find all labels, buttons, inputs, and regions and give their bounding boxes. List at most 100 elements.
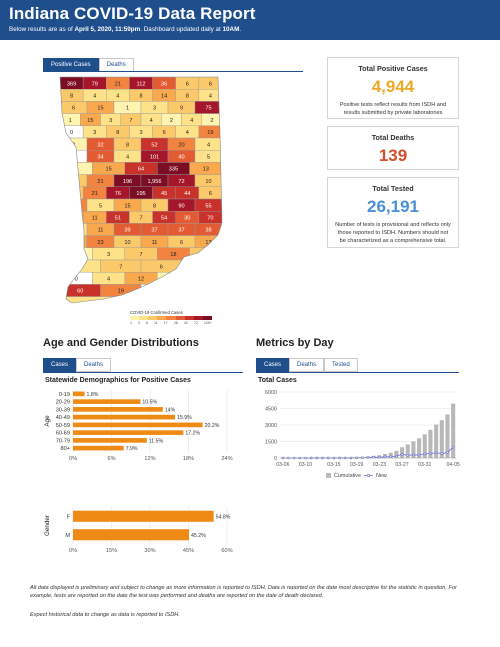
county-count-label: 52: [151, 142, 157, 148]
cumulative-bar[interactable]: [405, 444, 410, 458]
county-count-label: 3: [139, 130, 142, 136]
bar[interactable]: [73, 414, 176, 420]
cumulative-bar[interactable]: [439, 420, 444, 458]
county-count-label: 25: [70, 203, 76, 209]
x-tick-label: 15%: [106, 548, 117, 554]
new-cases-point[interactable]: [440, 452, 444, 455]
county-count-label: 14: [161, 94, 167, 100]
county-count-label: 15: [105, 167, 111, 173]
county-cell[interactable]: [60, 149, 88, 163]
county-cell[interactable]: [140, 284, 182, 297]
new-cases-point[interactable]: [406, 453, 410, 457]
county-count-label: 7: [119, 264, 122, 270]
legend-tick: 6: [146, 321, 149, 325]
cumulative-bar[interactable]: [417, 438, 422, 458]
cumulative-bar[interactable]: [394, 450, 399, 458]
legend-tick: 72: [193, 321, 198, 325]
bar-value-label: 11.5%: [149, 438, 164, 444]
county-cell[interactable]: [60, 162, 93, 175]
bar-value-label: 54.8%: [216, 514, 231, 520]
county-count-label: 3: [93, 130, 96, 136]
bar[interactable]: [73, 445, 124, 451]
new-cases-point[interactable]: [434, 451, 438, 455]
county-count-label: 37: [178, 228, 184, 234]
county-count-label: 21: [92, 191, 98, 197]
county-count-label: 8: [116, 130, 119, 136]
new-cases-point[interactable]: [423, 452, 427, 456]
county-cell[interactable]: [181, 284, 223, 297]
x-tick-label: 03-23: [373, 462, 386, 468]
new-cases-point[interactable]: [389, 455, 393, 459]
positive-cases-value: 4,944: [371, 77, 415, 96]
tab-metrics-deaths[interactable]: Deaths: [289, 358, 325, 372]
legend-tick: 125+: [203, 321, 212, 325]
cumulative-bar[interactable]: [451, 403, 456, 458]
deaths-value: 139: [378, 146, 408, 165]
bar[interactable]: [73, 422, 203, 428]
x-tick-label: 04-05: [447, 462, 460, 468]
new-cases-point[interactable]: [412, 453, 415, 457]
tab-deaths[interactable]: Deaths: [98, 58, 134, 72]
age-bar-chart: 0% 6% 12% 18% 24% Age 0-19 1.8% 20-29 10.5% 30-39 1…: [44, 390, 233, 462]
county-cell[interactable]: [60, 259, 101, 273]
tab-metrics-cases[interactable]: Cases: [256, 358, 290, 372]
county-count-label: 6: [160, 264, 163, 270]
bar-value-label: 1.8%: [87, 392, 99, 398]
bar[interactable]: [73, 430, 184, 435]
county-cell[interactable]: [60, 235, 88, 249]
county-count-label: 13: [205, 240, 211, 246]
bar[interactable]: [73, 529, 190, 541]
county-count-label: 4: [150, 118, 153, 124]
county-count-label: 18: [170, 252, 176, 258]
new-cases-point[interactable]: [446, 451, 449, 454]
county-count-label: 44: [184, 191, 190, 197]
tab-age-cases[interactable]: Cases: [43, 358, 77, 372]
tab-positive-cases[interactable]: Positive Cases: [43, 58, 99, 72]
county-cell[interactable]: [60, 198, 88, 212]
county-cell[interactable]: [60, 210, 84, 224]
bar[interactable]: [73, 399, 141, 404]
new-cases-point[interactable]: [429, 452, 432, 455]
county-count-label: 8: [153, 203, 156, 209]
county-cell[interactable]: [156, 271, 190, 285]
county-count-label: 71: [199, 264, 205, 270]
cumulative-bar[interactable]: [434, 424, 439, 458]
bar[interactable]: [73, 391, 85, 397]
new-cases-point[interactable]: [383, 455, 387, 459]
county-count-label: 36: [161, 81, 167, 87]
cumulative-bar[interactable]: [445, 414, 450, 458]
new-cases-point[interactable]: [451, 445, 455, 449]
bar[interactable]: [73, 510, 214, 522]
county-count-label: 58: [203, 277, 209, 283]
bar[interactable]: [73, 438, 147, 443]
cumulative-bar[interactable]: [422, 434, 427, 458]
cumulative-bar[interactable]: [411, 441, 416, 458]
cumulative-bar[interactable]: [428, 429, 433, 458]
new-cases-point[interactable]: [417, 453, 421, 457]
x-tick-label: 6%: [107, 456, 115, 462]
category-label: 0-19: [59, 392, 70, 398]
legend-tick: 1: [130, 321, 132, 325]
county-cell[interactable]: [189, 271, 222, 285]
county-cell[interactable]: [60, 223, 88, 236]
age-gender-tabs: Cases Deaths: [43, 358, 112, 372]
cumulative-bar[interactable]: [388, 452, 393, 458]
county-cell[interactable]: [60, 137, 88, 151]
tab-age-deaths[interactable]: Deaths: [76, 358, 112, 372]
county-count-label: 2: [172, 277, 175, 283]
x-tick-label: 03-06: [276, 462, 289, 468]
new-cases-point[interactable]: [395, 454, 398, 458]
legend-swatch: [148, 316, 158, 320]
indiana-county-map[interactable]: 369 79 21 112 36 6 68 4 4 8 14 8 46 15 1 3 9 751 15 3 7 4 2 4 20…: [58, 73, 228, 309]
county-cell[interactable]: [140, 296, 222, 309]
metrics-tabs: Cases Deaths Tested: [256, 358, 358, 372]
cumulative-bar[interactable]: [400, 447, 405, 458]
new-cases-point[interactable]: [400, 453, 404, 456]
tab-metrics-tested[interactable]: Tested: [324, 358, 358, 372]
county-cell[interactable]: [60, 174, 88, 187]
county-count-label: 4: [209, 94, 212, 100]
legend-title: COVID-19 Confirmed Cases: [130, 310, 183, 315]
county-count-label: 11: [98, 228, 104, 234]
bar[interactable]: [73, 407, 163, 412]
county-cell[interactable]: [181, 259, 223, 273]
